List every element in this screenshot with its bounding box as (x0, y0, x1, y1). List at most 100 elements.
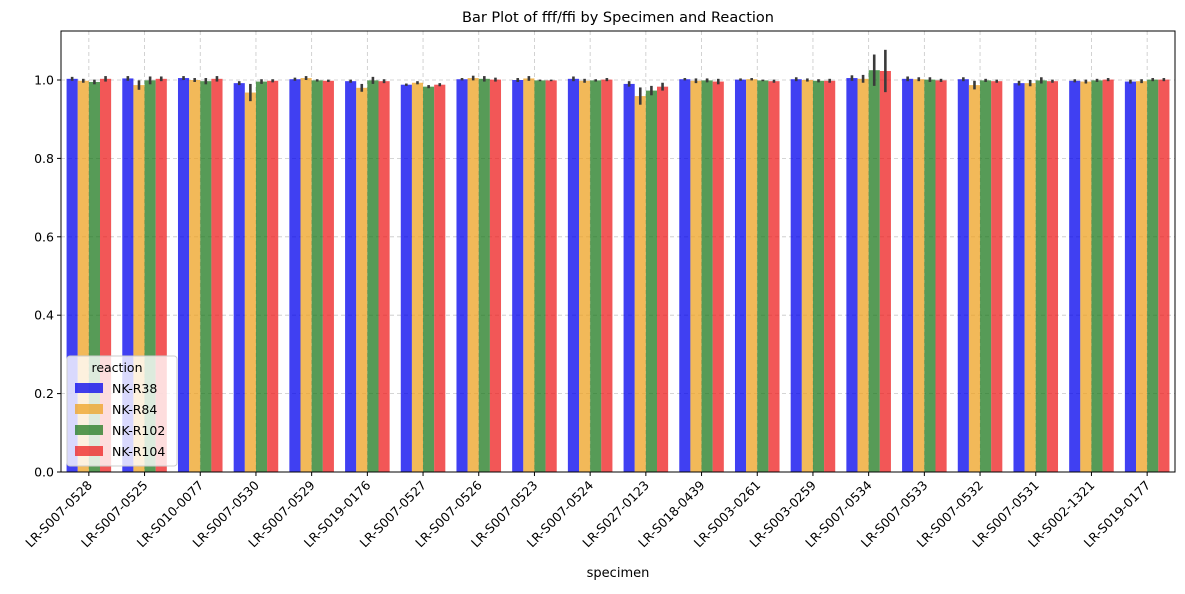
chart-title: Bar Plot of fff/ffi by Specimen and Reac… (462, 10, 774, 26)
bar (690, 80, 702, 472)
bar (155, 78, 167, 472)
bar (645, 90, 657, 473)
bar (244, 92, 256, 472)
bar (712, 81, 724, 473)
bar (300, 78, 312, 472)
bar (1124, 81, 1137, 473)
bars (66, 70, 1170, 473)
bar (367, 80, 379, 472)
bar (991, 81, 1003, 473)
bar (824, 80, 836, 472)
bar (144, 80, 156, 472)
bar (968, 85, 981, 472)
legend-entry: NK-R38 (112, 381, 157, 396)
grid (61, 31, 1175, 473)
bar (122, 78, 134, 472)
bar (913, 79, 925, 472)
bar (1091, 80, 1103, 472)
bar (322, 80, 334, 472)
bar (289, 79, 301, 472)
plot-frame (60, 30, 1176, 473)
bar (1147, 79, 1159, 472)
legend-entry: NK-R102 (112, 423, 165, 438)
bar (133, 85, 145, 472)
bar (211, 78, 223, 472)
bar (200, 81, 212, 473)
bar (701, 80, 713, 472)
bar (77, 80, 89, 472)
bar (567, 78, 580, 472)
y-tick-label: 1.0 (34, 73, 54, 88)
bar (88, 81, 100, 473)
bar (311, 80, 323, 472)
bar (1136, 81, 1148, 473)
bar (746, 79, 758, 472)
bar (801, 80, 813, 472)
bar (177, 78, 190, 472)
bar (523, 78, 535, 472)
bar (1158, 79, 1170, 472)
bar (601, 79, 613, 472)
bar (1013, 83, 1025, 473)
bar (879, 70, 891, 472)
bar (1069, 80, 1081, 472)
bar (1102, 79, 1114, 472)
bar (868, 70, 880, 472)
bar (434, 84, 446, 472)
legend-title: reaction (91, 360, 142, 375)
bar (267, 80, 279, 472)
legend-entry: NK-R104 (112, 444, 165, 459)
bar (512, 80, 524, 472)
bar (812, 80, 825, 472)
bar (1024, 83, 1036, 473)
bar (233, 83, 245, 473)
bar (623, 83, 635, 473)
bar (411, 82, 424, 472)
y-tick-label: 0.6 (34, 229, 54, 244)
bar (757, 80, 769, 472)
legend-swatch (75, 383, 103, 393)
y-axis: 0.0 0.2 0.4 0.6 0.8 1.0 (34, 73, 61, 480)
bar (456, 79, 468, 472)
bar (634, 96, 646, 473)
x-axis-label: specimen (587, 566, 650, 581)
y-tick-label: 0.2 (34, 386, 54, 401)
bar (345, 81, 357, 473)
bar (356, 87, 368, 472)
bar (902, 78, 914, 472)
legend-swatch (75, 446, 103, 456)
bar (590, 80, 602, 472)
bar (1080, 81, 1092, 473)
legend-entry: NK-R84 (112, 402, 157, 417)
bar (734, 79, 747, 472)
legend-swatch (75, 404, 103, 414)
bar (768, 81, 780, 473)
x-axis: LR-S007-0528LR-S007-0525LR-S010-0077LR-S… (22, 472, 1153, 550)
y-tick-label: 0.4 (34, 308, 54, 323)
bar (534, 80, 546, 472)
bar (679, 79, 691, 472)
bar (980, 80, 992, 472)
bar (924, 79, 936, 472)
bar (656, 86, 669, 472)
bar (846, 78, 858, 472)
bar (467, 78, 479, 472)
bar (489, 79, 502, 472)
bar (400, 84, 412, 472)
bar (957, 79, 969, 472)
error-bars (70, 49, 1166, 105)
bar (545, 80, 557, 472)
bar (579, 80, 591, 472)
bar (189, 80, 201, 472)
bar (478, 78, 490, 472)
legend-swatch (75, 425, 103, 435)
bar (255, 81, 268, 473)
bar (66, 78, 78, 472)
bar (790, 79, 802, 472)
bar (378, 81, 390, 473)
bar (935, 80, 947, 472)
bar (857, 78, 869, 472)
bar (423, 86, 435, 472)
